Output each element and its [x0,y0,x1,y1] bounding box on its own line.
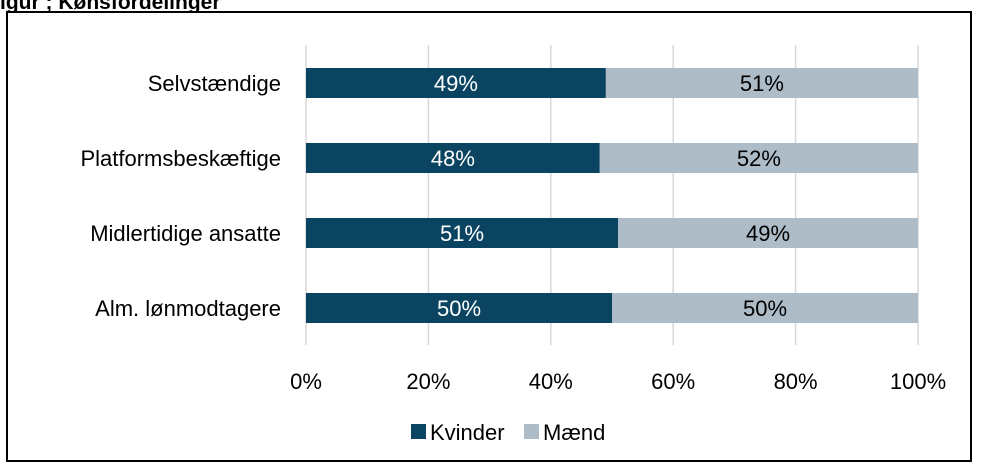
data-label: 52% [737,146,781,171]
legend-label: Kvinder [430,420,505,445]
data-label: 51% [440,221,484,246]
bar-segment-mænd [605,68,918,98]
x-tick-label: 100% [890,369,946,394]
legend-swatch [524,424,539,439]
bars: 49% 51% 48% 52% 51% 49% 50% 50% [306,68,918,323]
x-tick-label: 20% [406,369,450,394]
category-label: Midlertidige ansatte [90,221,281,246]
x-axis-tick-labels: 0% 20% 40% 60% 80% 100% [290,369,946,394]
data-label: 50% [743,296,787,321]
data-label: 51% [740,71,784,96]
bar-segment-mænd [599,143,918,173]
data-label: 48% [431,146,475,171]
bar-segment-mænd [612,293,918,323]
bar-segment-mænd [618,218,918,248]
x-tick-label: 80% [774,369,818,394]
legend-label: Mænd [543,420,605,445]
data-label: 50% [437,296,481,321]
category-label: Platformsbeskæftige [80,146,281,171]
bar-segment-kvinder [306,293,612,323]
category-label: Selvstændige [148,71,281,96]
bar-segment-kvinder [306,68,606,98]
figure-title: igur ; Kønsfordelinger [0,0,221,14]
legend-swatch [411,424,426,439]
x-tick-label: 0% [290,369,322,394]
bar-segment-kvinder [306,218,619,248]
x-tick-label: 40% [529,369,573,394]
data-label: 49% [434,71,478,96]
category-label: Alm. lønmodtagere [95,296,281,321]
x-tick-label: 60% [651,369,695,394]
legend: Kvinder Mænd [411,420,605,445]
bar-segment-kvinder [306,143,600,173]
category-labels: Selvstændige Platformsbeskæftige Midlertid… [80,71,281,321]
data-label: 49% [746,221,790,246]
